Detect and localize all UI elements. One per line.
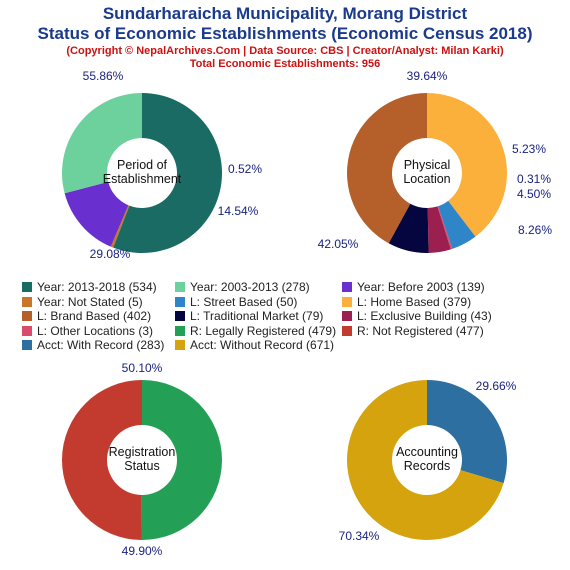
donut-center-label: Physical [404,158,451,172]
legend-item: Acct: With Record (283) [22,338,164,352]
slice-percent-label: 50.10% [122,361,163,375]
legend-swatch [175,311,185,321]
legend-label: Year: 2013-2018 (534) [37,280,157,294]
legend-item: L: Traditional Market (79) [175,309,323,323]
legend-item: Year: 2013-2018 (534) [22,280,157,294]
donut-slice [427,93,508,237]
slice-percent-label: 29.08% [90,247,131,261]
donut-slice [427,206,451,253]
chart-title-line2: Status of Economic Establishments (Econo… [37,24,533,43]
slice-percent-label: 0.52% [228,162,262,176]
legend-item: Acct: Without Record (671) [175,338,334,352]
legend-item: L: Exclusive Building (43) [342,309,492,323]
legend-label: L: Home Based (379) [357,294,472,309]
donut-slice [64,181,129,247]
legend-swatch [22,311,32,321]
legend-label: Acct: With Record (283) [37,338,165,352]
chart-subtitle-copyright: (Copyright © NepalArchives.Com | Data So… [66,45,504,57]
legend-item: R: Not Registered (477) [342,324,484,338]
donut-slice [438,200,476,249]
donut-center-label: Records [404,459,451,473]
donut-center-label: Location [403,172,450,186]
donut-slice [347,93,427,244]
slice-percent-label: 14.54% [218,204,259,218]
legend-label: Year: 2003-2013 (278) [190,280,310,294]
donut-slice [141,380,222,540]
slice-percent-label: 55.86% [83,69,124,83]
donut-slice [62,93,142,194]
legend-label: L: Brand Based (402) [37,309,152,323]
legend-swatch [175,340,185,350]
donut-slice [61,380,142,540]
legend-label: Year: Before 2003 (139) [357,280,485,294]
donut-center-label: Establishment [103,172,182,186]
donut-center-label: Accounting [396,445,458,459]
slice-percent-label: 29.66% [476,379,517,393]
legend-item: R: Legally Registered (479) [175,324,336,338]
legend-swatch [342,296,352,307]
legend-label: L: Street Based (50) [190,294,298,309]
donut-slice [388,203,429,253]
donut-slice [110,205,130,248]
legend-item: L: Street Based (50) [175,295,297,309]
donut-center-label: Status [124,459,159,473]
donut-center-label: Registration [109,445,176,459]
legend-label: R: Legally Registered (479) [190,323,337,338]
slice-percent-label: 0.31% [517,172,551,186]
legend-swatch [342,282,352,292]
legend-swatch [175,296,185,307]
legend-item: Year: Not Stated (5) [22,295,143,309]
legend-swatch [22,340,32,350]
legend-item: Year: 2003-2013 (278) [175,280,310,294]
slice-percent-label: 70.34% [339,529,380,543]
slice-percent-label: 42.05% [318,237,359,251]
donut-slice [113,93,222,253]
legend-swatch [175,325,185,336]
chart-title-line1: Sundarharaicha Municipality, Morang Dist… [102,4,468,23]
donut-center-label: Period of [117,158,168,172]
chart-subtitle-total: Total Economic Establishments: 956 [189,58,381,70]
legend-label: R: Not Registered (477) [357,323,484,338]
legend-swatch [342,325,352,336]
slice-percent-label: 5.23% [512,142,546,156]
legend-swatch [342,311,352,321]
legend-item: L: Brand Based (402) [22,309,151,323]
slice-percent-label: 8.26% [518,223,552,237]
legend-label: L: Other Locations (3) [37,323,154,338]
legend-label: Acct: Without Record (671) [190,338,335,352]
slice-percent-label: 4.50% [517,187,551,201]
slice-percent-label: 49.90% [122,544,163,558]
legend-swatch [22,325,32,336]
legend-label: Year: Not Stated (5) [37,294,143,309]
legend-label: L: Exclusive Building (43) [357,309,492,323]
legend-item: L: Other Locations (3) [22,324,153,338]
legend-item: Year: Before 2003 (139) [342,280,485,294]
legend-label: L: Traditional Market (79) [190,309,324,323]
legend-swatch [175,282,185,292]
donut-slice [347,380,504,541]
legend-swatch [22,282,32,292]
legend: Year: 2013-2018 (534) Year: 2003-2013 (27… [0,280,570,352]
slice-percent-label: 39.64% [407,69,448,83]
donut-slice [437,206,453,250]
legend-item: L: Home Based (379) [342,295,471,309]
donut-slice [427,380,507,484]
legend-swatch [22,296,32,307]
